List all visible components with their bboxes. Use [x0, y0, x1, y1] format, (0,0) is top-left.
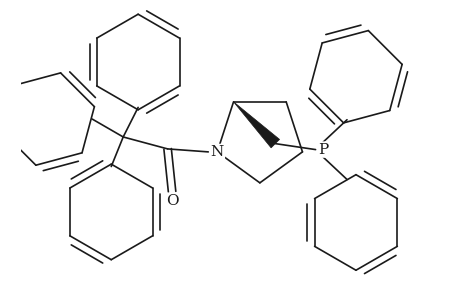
Text: N: N: [210, 145, 224, 159]
Text: P: P: [317, 142, 328, 157]
Polygon shape: [233, 102, 279, 148]
Text: O: O: [165, 194, 178, 208]
